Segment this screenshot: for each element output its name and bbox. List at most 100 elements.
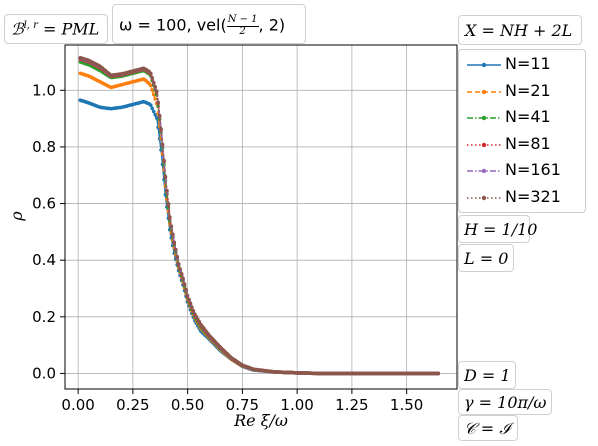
x-tick-label: 0.75	[226, 396, 259, 414]
legend-marker	[481, 115, 487, 121]
data-point	[173, 247, 178, 252]
data-point	[150, 106, 154, 111]
data-point	[181, 276, 185, 281]
data-point	[149, 71, 153, 76]
omega-prefix: ω = 100, vel(	[119, 15, 227, 35]
omega-suffix: , 2)	[258, 15, 286, 35]
h-definition-box: H = 1/10	[458, 215, 537, 243]
x-tick-label: 0.50	[171, 396, 204, 414]
series-n-321	[78, 55, 441, 376]
data-point	[172, 240, 176, 245]
data-point	[156, 100, 160, 105]
legend-marker	[481, 62, 487, 68]
data-point	[153, 97, 157, 101]
plot-area	[65, 45, 457, 389]
boundary-condition-box: ℬl, r = PML	[4, 14, 108, 44]
grid	[65, 45, 457, 389]
data-point	[162, 158, 166, 163]
data-point	[159, 127, 163, 131]
legend-swatch	[467, 62, 501, 68]
y-tick-label: 0.4	[32, 251, 56, 269]
data-point	[154, 116, 159, 120]
data-point	[191, 309, 196, 313]
data-point	[154, 89, 159, 93]
data-point	[436, 371, 441, 376]
y-tick-label: 0.8	[32, 138, 56, 156]
data-point	[149, 103, 153, 107]
data-point	[190, 305, 194, 309]
legend-entry: N=321	[459, 187, 585, 209]
data-point	[160, 142, 165, 147]
plot-frame	[64, 44, 458, 390]
legend-swatch	[467, 195, 501, 200]
legend-label: N=21	[505, 80, 551, 100]
d-definition-box: D = 1	[458, 361, 516, 389]
data-point	[171, 232, 175, 236]
x-tick-label: 1.25	[335, 396, 368, 414]
y-tick-label: 0.6	[32, 195, 56, 213]
legend-label: N=81	[505, 133, 551, 153]
y-tick-label: 0.0	[32, 364, 56, 382]
omega-fraction-numerator: N − 1	[226, 14, 259, 27]
x-tick-label: 0.00	[61, 396, 94, 414]
data-point	[194, 314, 198, 319]
legend-label: N=161	[505, 160, 561, 179]
legend-label: N=321	[505, 186, 561, 206]
legend-marker	[481, 195, 487, 200]
y-axis: 0.0 0.2 0.4 0.6 0.8 1.0	[32, 81, 65, 382]
data-point	[153, 85, 157, 89]
series-layer	[78, 55, 441, 376]
x-tick-label: 1.50	[390, 396, 423, 414]
data-point	[168, 215, 172, 219]
legend-swatch	[467, 168, 501, 174]
legend-entry: N=21	[459, 81, 585, 103]
data-point	[151, 80, 156, 85]
legend-entry: N=161	[459, 160, 585, 182]
data-point	[165, 188, 169, 193]
legend-entry: N=11	[459, 54, 585, 76]
omega-fraction-denominator: 2	[239, 25, 246, 37]
data-point	[175, 254, 179, 259]
y-tick-label: 0.2	[32, 308, 56, 326]
legend-marker	[481, 89, 487, 94]
legend-label: N=41	[505, 107, 551, 126]
data-point	[151, 109, 156, 114]
legend-label: N=11	[505, 54, 551, 73]
data-point	[185, 293, 190, 298]
legend-entry: N=41	[459, 107, 585, 129]
data-point	[178, 267, 182, 271]
data-point	[150, 88, 154, 92]
bc-symbol: ℬ	[11, 19, 24, 39]
x-definition-box: X = NH + 2L	[458, 15, 582, 45]
x-axis: 0.00 0.25 0.50 0.75 1.00 1.25 1.50	[61, 389, 423, 414]
data-point	[163, 174, 168, 179]
data-point	[179, 271, 184, 276]
x-tick-label: 1.00	[280, 396, 313, 414]
bc-value: = PML	[37, 19, 100, 39]
legend-swatch	[467, 89, 501, 94]
y-axis-label: ρ	[7, 211, 26, 222]
x-tick-label: 0.25	[116, 396, 149, 414]
data-point	[151, 92, 156, 97]
data-point	[184, 287, 188, 292]
y-tick-label: 1.0	[32, 81, 56, 99]
gamma-definition-box: γ = 10π/ω	[458, 389, 552, 415]
x-axis-label: Re ξ/ω	[233, 411, 288, 430]
legend-swatch	[467, 115, 501, 121]
c-definition-box: 𝒞 = ℐ	[458, 415, 518, 441]
legend-swatch	[467, 142, 501, 147]
legend-entry: N=81	[459, 134, 585, 156]
data-point	[149, 83, 153, 88]
data-point	[182, 282, 187, 286]
data-point	[150, 76, 154, 80]
legend-marker	[481, 168, 487, 174]
data-point	[169, 224, 174, 228]
data-point	[187, 297, 191, 302]
data-point	[157, 113, 162, 118]
bc-superscript: l, r	[23, 20, 38, 31]
data-point	[153, 112, 157, 117]
l-definition-box: L = 0	[458, 244, 514, 272]
